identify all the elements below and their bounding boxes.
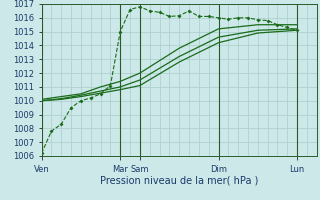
X-axis label: Pression niveau de la mer( hPa ): Pression niveau de la mer( hPa ) xyxy=(100,175,258,185)
